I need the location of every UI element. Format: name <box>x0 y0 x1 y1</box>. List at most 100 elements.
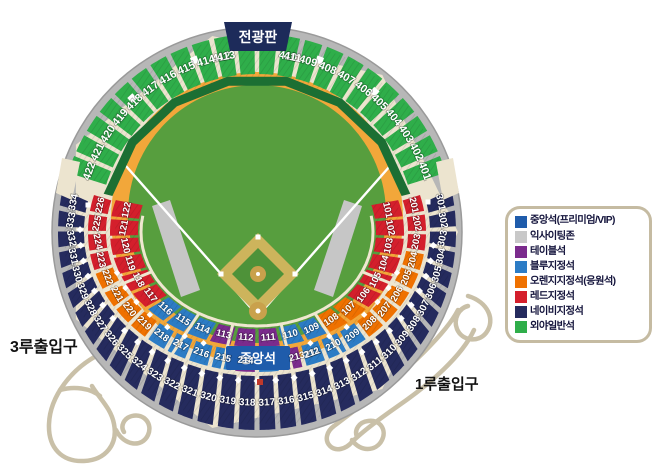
gate-marker <box>216 374 224 382</box>
section-label-331: 331 <box>66 247 80 266</box>
legend-item-label: 오렌지지정석(응원석) <box>530 275 616 287</box>
section-label-113: 113 <box>215 327 233 342</box>
section-label-112: 112 <box>238 332 254 344</box>
legend-item-label: 블루지정석 <box>530 260 575 272</box>
legend-item: 레드지정석 <box>515 290 642 305</box>
legend-color-chip <box>515 260 527 273</box>
gate-marker <box>127 93 138 104</box>
gate-marker <box>198 370 206 378</box>
section-label-122: 122 <box>120 201 134 219</box>
section-label-413: 413 <box>216 49 236 64</box>
gate-marker <box>109 314 117 322</box>
section-label-121: 121 <box>117 218 131 236</box>
section-label-225: 225 <box>90 214 104 232</box>
legend-item-label: 중앙석(프리미엄/VIP) <box>530 215 615 227</box>
gate-marker <box>133 298 140 306</box>
gate-marker <box>342 357 350 365</box>
gate-marker <box>148 348 156 356</box>
gate-marker <box>326 332 333 340</box>
legend-color-chip <box>515 321 527 334</box>
base-marker <box>218 271 224 277</box>
gate-marker <box>429 241 437 249</box>
base-marker <box>292 271 298 277</box>
aisle <box>361 270 414 294</box>
gate-marker <box>84 272 92 280</box>
section-label-334: 334 <box>67 193 81 212</box>
gate-marker <box>99 301 107 309</box>
section-label-303: 303 <box>436 229 450 248</box>
scoreboard-banner <box>224 22 292 51</box>
gate-marker <box>415 287 424 295</box>
gate-marker <box>164 357 172 365</box>
gate-marker <box>308 370 316 378</box>
legend-item: 테이블석 <box>515 244 642 259</box>
legend-color-chip <box>515 230 527 243</box>
center-seat-banner-label: 중앙석 <box>240 351 276 366</box>
legend-item: 외야일반석 <box>515 320 642 335</box>
gate-marker <box>369 86 380 97</box>
legend-item-label: 네이비지정석 <box>530 306 584 318</box>
gate-marker <box>385 284 392 292</box>
legend-item: 중앙석(프리미엄/VIP) <box>515 214 642 229</box>
gate-marker <box>407 301 415 309</box>
section-label-226: 226 <box>93 196 107 214</box>
gate-marker <box>422 272 430 280</box>
section-label-320: 320 <box>199 390 218 405</box>
gate-marker <box>180 364 188 372</box>
section-label-304: 304 <box>434 247 448 266</box>
section-label-411: 411 <box>283 50 303 65</box>
gate-marker <box>372 338 380 346</box>
center-seat-banner[interactable] <box>226 346 290 370</box>
section-label-215: 215 <box>214 351 233 365</box>
entrance-3b-label: 3루출입구 <box>10 339 78 356</box>
section-label-120: 120 <box>118 237 132 255</box>
section-label-302: 302 <box>435 211 449 230</box>
section-label-410: 410 <box>278 49 298 64</box>
legend-color-chip <box>515 215 527 228</box>
section-label-319: 319 <box>218 394 237 408</box>
gate-marker <box>360 311 368 318</box>
gate-marker <box>181 332 188 340</box>
section-label-214: 214 <box>237 355 254 367</box>
section-label-102: 102 <box>383 219 397 237</box>
section-label-333: 333 <box>64 211 78 230</box>
gate-marker <box>234 376 242 384</box>
section-label-317: 317 <box>258 397 276 409</box>
gate-marker <box>393 269 401 276</box>
section-label-305: 305 <box>430 264 445 283</box>
legend-item: 익사이팅존 <box>515 229 642 244</box>
section-label-224: 224 <box>90 233 104 251</box>
legend-color-chip <box>515 245 527 258</box>
section-label-201: 201 <box>406 196 420 214</box>
gate-marker <box>425 199 431 205</box>
legend-item: 블루지정석 <box>515 259 642 274</box>
gate-marker <box>307 339 314 347</box>
gate-marker <box>189 55 199 65</box>
legend-item-label: 익사이팅존 <box>530 230 575 242</box>
section-label-316: 316 <box>277 394 296 408</box>
section-label-111: 111 <box>260 331 276 343</box>
gate-marker <box>427 257 435 265</box>
legend-item: 네이비지정석 <box>515 305 642 320</box>
section-label-203: 203 <box>410 233 424 251</box>
gate-marker <box>79 257 87 265</box>
gate-marker <box>326 364 334 372</box>
section-label-119: 119 <box>122 254 137 272</box>
legend-color-chip <box>515 276 527 289</box>
gate-marker <box>397 314 405 322</box>
gate-marker <box>164 323 171 331</box>
gate-marker <box>120 327 129 335</box>
section-label-301: 301 <box>433 193 447 212</box>
gate-marker <box>85 202 91 208</box>
legend-item-label: 테이블석 <box>530 245 566 257</box>
walkway-arc <box>139 215 375 328</box>
gate-marker <box>343 323 350 331</box>
section-label-332: 332 <box>64 229 78 248</box>
section-label-110: 110 <box>282 327 300 342</box>
section-label-223: 223 <box>94 251 108 269</box>
gate-block-right <box>436 158 459 200</box>
gate-marker-red <box>257 379 263 385</box>
